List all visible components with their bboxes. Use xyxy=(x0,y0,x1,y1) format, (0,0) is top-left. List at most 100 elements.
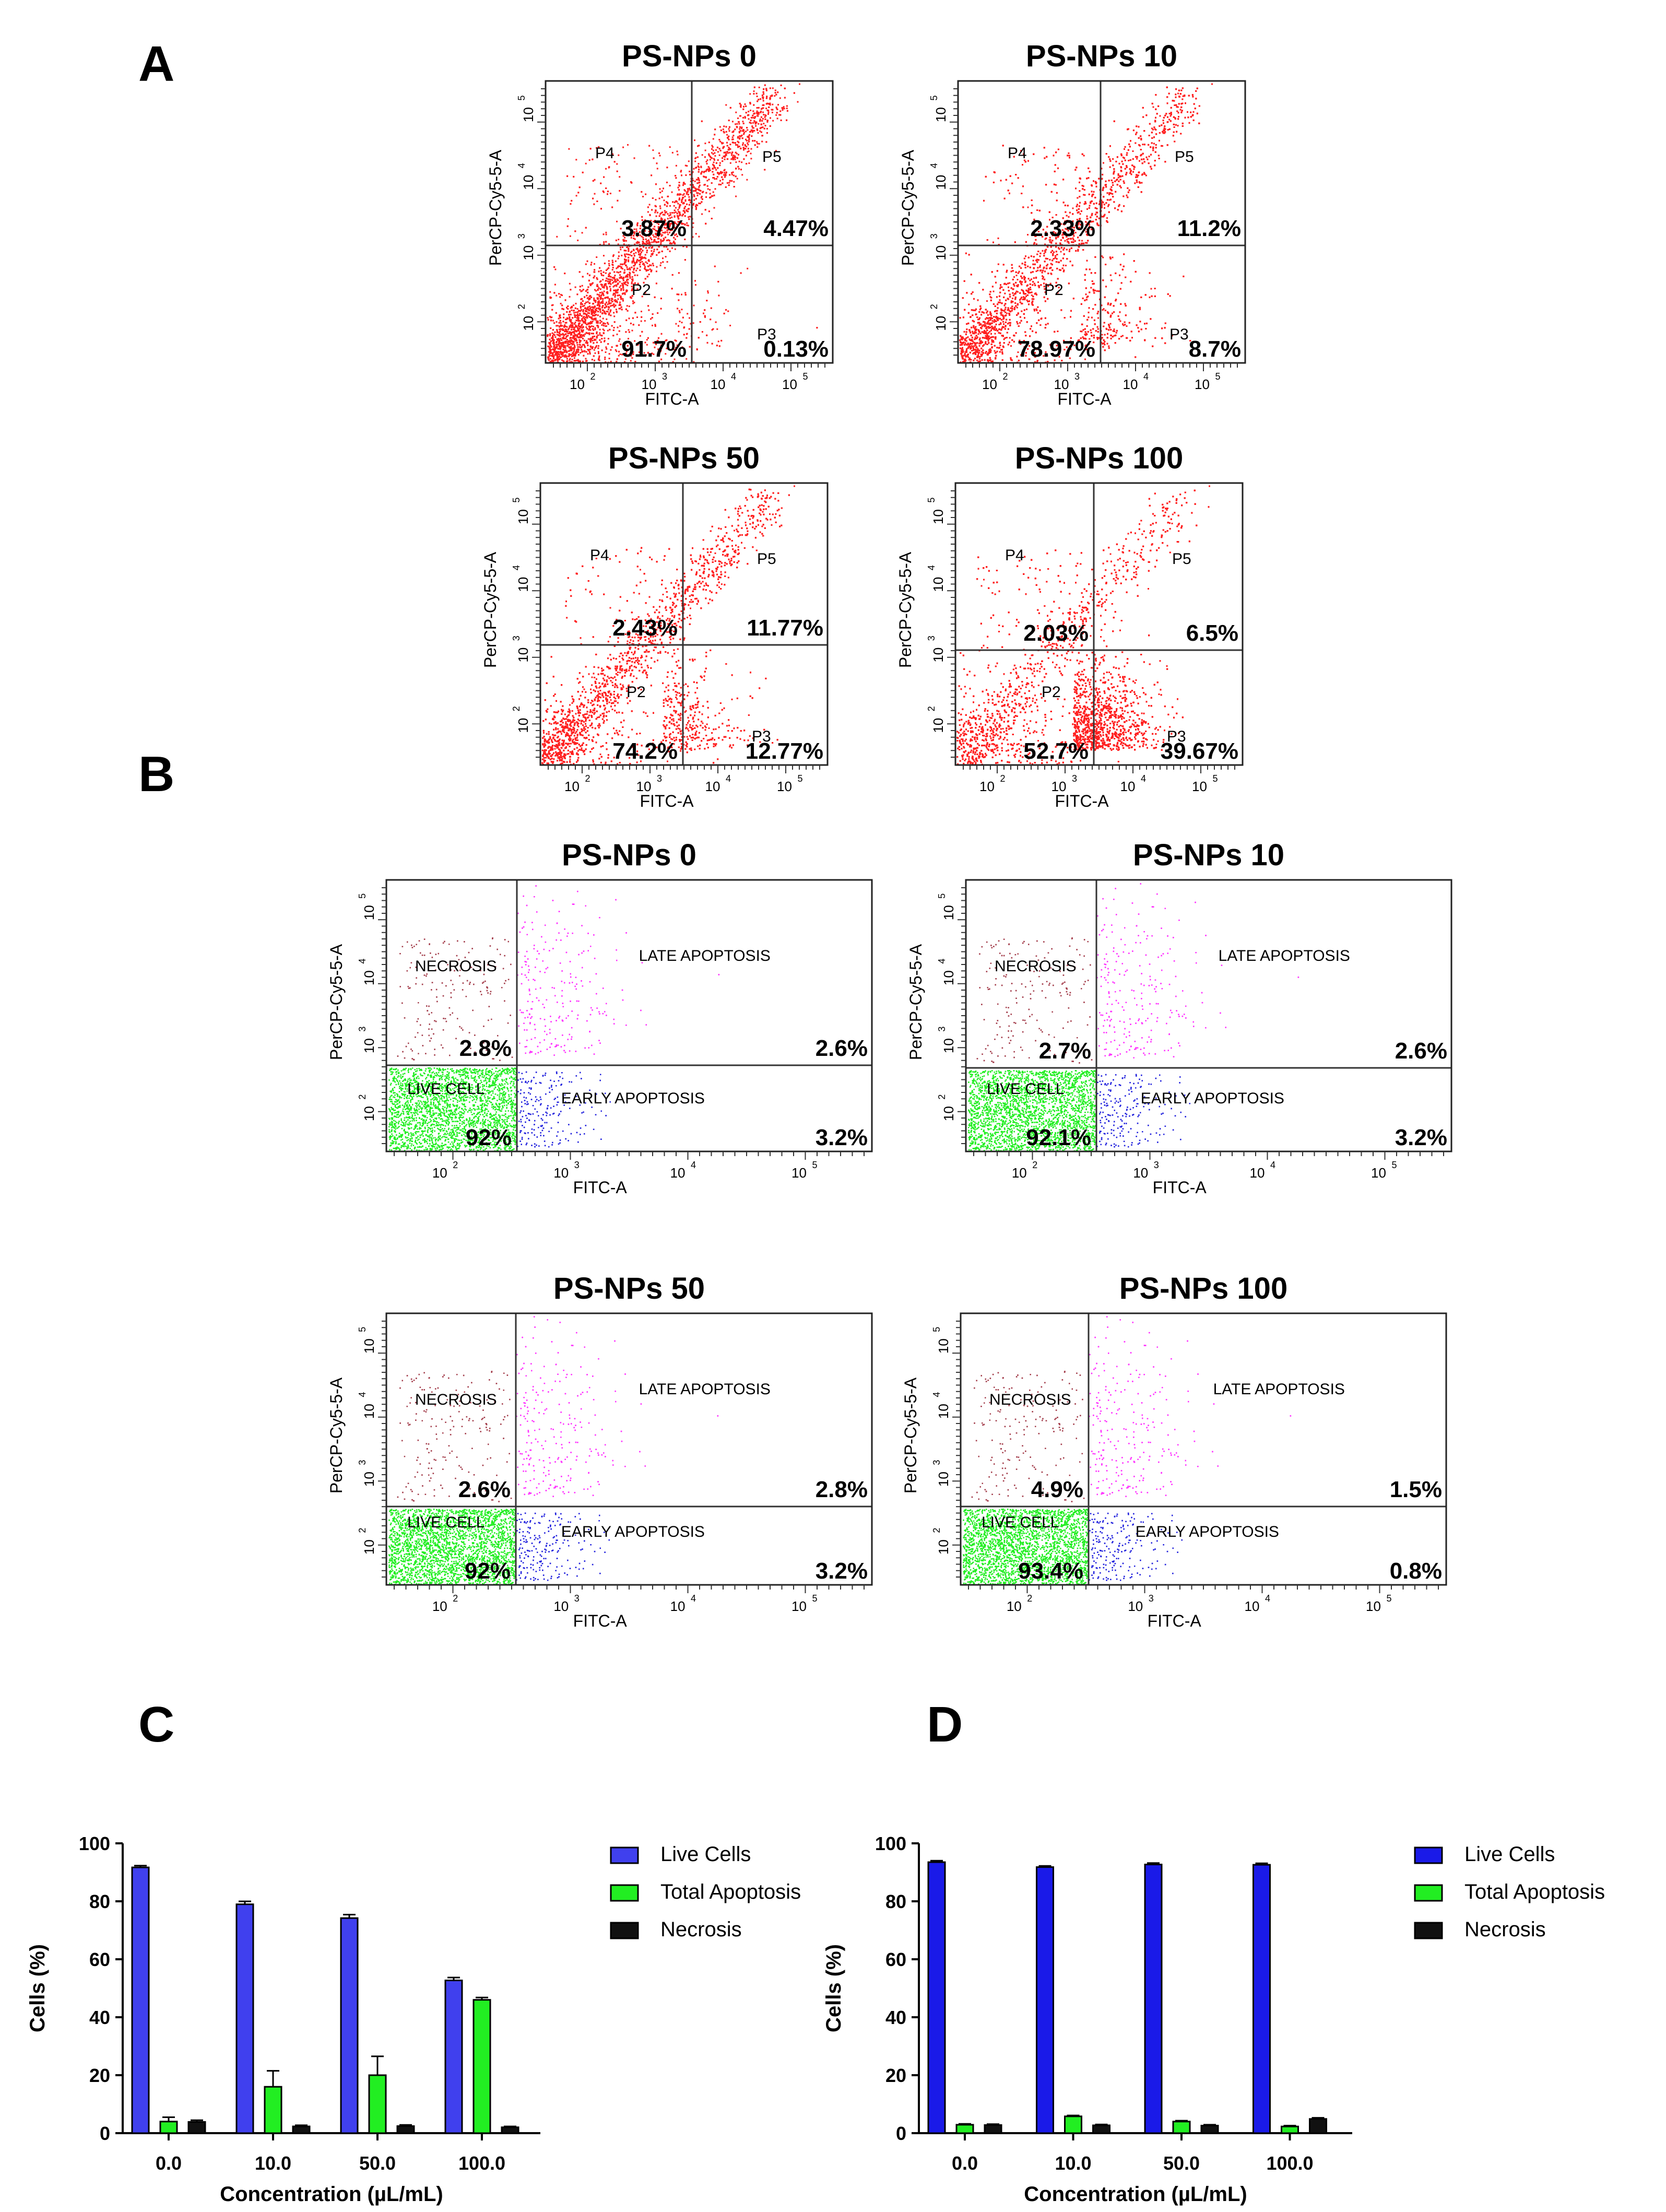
plot-title: PS-NPs 0 xyxy=(562,838,696,872)
x-tick-label: 10 xyxy=(979,779,995,794)
gate-label-p4: P4 xyxy=(590,547,609,564)
legend-swatch xyxy=(611,1848,638,1863)
plot-area xyxy=(961,1313,1446,1585)
x-tick-label: 10 xyxy=(553,1598,569,1614)
plot-area xyxy=(966,880,1451,1151)
region-label-necrosis: NECROSIS xyxy=(989,1391,1071,1408)
y-tick-label: 10 xyxy=(361,1472,377,1487)
y-tick-exponent: 3 xyxy=(929,233,939,239)
x-tick-exponent: 5 xyxy=(812,1593,817,1604)
y-tick-label: 60 xyxy=(89,1949,110,1970)
y-tick-exponent: 5 xyxy=(926,498,937,503)
bar-necrosis xyxy=(502,2127,518,2133)
y-tick-exponent: 4 xyxy=(931,1392,942,1397)
region-label-live-cell: LIVE CELL xyxy=(982,1514,1059,1531)
x-tick-label: 100.0 xyxy=(458,2152,505,2174)
y-tick-exponent: 2 xyxy=(516,304,527,309)
region-label-live-cell: LIVE CELL xyxy=(407,1514,485,1531)
x-tick-exponent: 2 xyxy=(1000,773,1005,784)
quadrant-lower-left-percent: 52.7% xyxy=(1023,738,1089,764)
y-tick-exponent: 3 xyxy=(931,1460,942,1465)
quadrant-lower-right-percent: 0.13% xyxy=(763,336,829,362)
x-tick-exponent: 2 xyxy=(590,371,595,382)
quadrant-lower-right-percent: 3.2% xyxy=(1395,1125,1447,1150)
x-axis-title: Concentration (µL/mL) xyxy=(220,2183,443,2206)
x-tick-label: 10 xyxy=(782,376,797,392)
x-tick-exponent: 2 xyxy=(1002,371,1008,382)
y-tick-label: 10 xyxy=(361,1038,377,1053)
legend-label: Live Cells xyxy=(1464,1843,1555,1866)
y-tick-exponent: 5 xyxy=(931,1327,942,1332)
y-tick-label: 60 xyxy=(885,1949,906,1970)
y-tick-label: 10 xyxy=(936,1404,951,1419)
region-label-late-apoptosis: LATE APOPTOSIS xyxy=(1219,947,1350,964)
x-tick-label: 10 xyxy=(564,779,580,794)
x-tick-exponent: 4 xyxy=(691,1593,696,1604)
y-tick-exponent: 4 xyxy=(516,163,527,168)
y-tick-label: 10 xyxy=(941,1038,956,1053)
y-tick-label: 0 xyxy=(100,2123,110,2144)
quadrant-upper-right-percent: 1.5% xyxy=(1390,1477,1442,1502)
x-tick-exponent: 3 xyxy=(1072,773,1077,784)
x-tick-exponent: 5 xyxy=(1215,371,1220,382)
quadrant-upper-left-percent: 2.8% xyxy=(459,1036,512,1061)
panel-label-b: B xyxy=(138,746,174,802)
bar-live-cells xyxy=(1254,1865,1270,2133)
plot-title: PS-NPs 10 xyxy=(1133,838,1284,872)
y-tick-label: 100 xyxy=(79,1833,110,1854)
region-label-necrosis: NECROSIS xyxy=(995,958,1077,975)
region-label-early-apoptosis: EARLY APOPTOSIS xyxy=(561,1523,705,1540)
quadrant-lower-right-percent: 0.8% xyxy=(1390,1558,1442,1584)
y-tick-label: 10 xyxy=(521,175,536,190)
gate-label-p4: P4 xyxy=(595,145,615,162)
bar-live-cells xyxy=(132,1867,149,2133)
y-tick-exponent: 5 xyxy=(937,893,947,899)
y-tick-label: 10 xyxy=(941,970,956,985)
plot-title: PS-NPs 10 xyxy=(1026,39,1177,73)
quadrant-upper-right-percent: 11.77% xyxy=(747,615,823,641)
y-tick-exponent: 2 xyxy=(511,706,522,711)
x-tick-label: 10 xyxy=(553,1165,569,1181)
y-tick-label: 10 xyxy=(933,245,949,261)
x-tick-label: 10 xyxy=(432,1598,447,1614)
y-tick-exponent: 5 xyxy=(511,498,522,503)
y-axis-label: PerCP-Cy5-5-A xyxy=(899,149,917,266)
x-tick-exponent: 2 xyxy=(453,1160,458,1170)
y-tick-exponent: 5 xyxy=(357,893,368,899)
y-tick-exponent: 3 xyxy=(357,1460,368,1465)
gate-label-p2: P2 xyxy=(632,281,651,299)
y-tick-label: 10 xyxy=(936,1539,951,1555)
region-label-late-apoptosis: LATE APOPTOSIS xyxy=(639,947,771,964)
y-axis-label: PerCP-Cy5-5-A xyxy=(906,944,925,1060)
x-tick-exponent: 4 xyxy=(1141,773,1146,784)
y-tick-label: 0 xyxy=(896,2123,906,2144)
panel-label-d: D xyxy=(927,1697,963,1752)
x-tick-exponent: 3 xyxy=(657,773,662,784)
quadrant-upper-right-percent: 2.8% xyxy=(816,1477,868,1502)
y-tick-label: 10 xyxy=(361,1338,377,1354)
quadrant-upper-right-percent: 11.2% xyxy=(1177,216,1241,241)
quadrant-lower-right-percent: 8.7% xyxy=(1189,336,1241,362)
quadrant-upper-left-percent: 2.03% xyxy=(1023,620,1089,646)
region-label-late-apoptosis: LATE APOPTOSIS xyxy=(639,1381,771,1398)
x-tick-label: 0.0 xyxy=(156,2152,182,2174)
y-tick-exponent: 2 xyxy=(937,1095,947,1100)
x-axis-label: FITC-A xyxy=(1057,390,1112,408)
x-tick-exponent: 3 xyxy=(662,371,667,382)
x-axis-label: FITC-A xyxy=(573,1611,628,1630)
x-tick-label: 10 xyxy=(1133,1165,1148,1181)
y-tick-label: 10 xyxy=(361,1404,377,1419)
y-tick-exponent: 2 xyxy=(926,706,937,711)
x-tick-exponent: 4 xyxy=(691,1160,696,1170)
x-tick-label: 10 xyxy=(982,376,997,392)
y-axis-label: PerCP-Cy5-5-A xyxy=(901,1377,920,1493)
x-tick-exponent: 5 xyxy=(1391,1160,1397,1170)
legend-swatch xyxy=(611,1885,638,1901)
y-tick-exponent: 3 xyxy=(516,233,527,239)
bar-total-apoptosis xyxy=(474,2000,490,2133)
region-label-early-apoptosis: EARLY APOPTOSIS xyxy=(561,1090,705,1107)
legend-label: Necrosis xyxy=(1464,1918,1546,1941)
x-tick-exponent: 2 xyxy=(453,1593,458,1604)
